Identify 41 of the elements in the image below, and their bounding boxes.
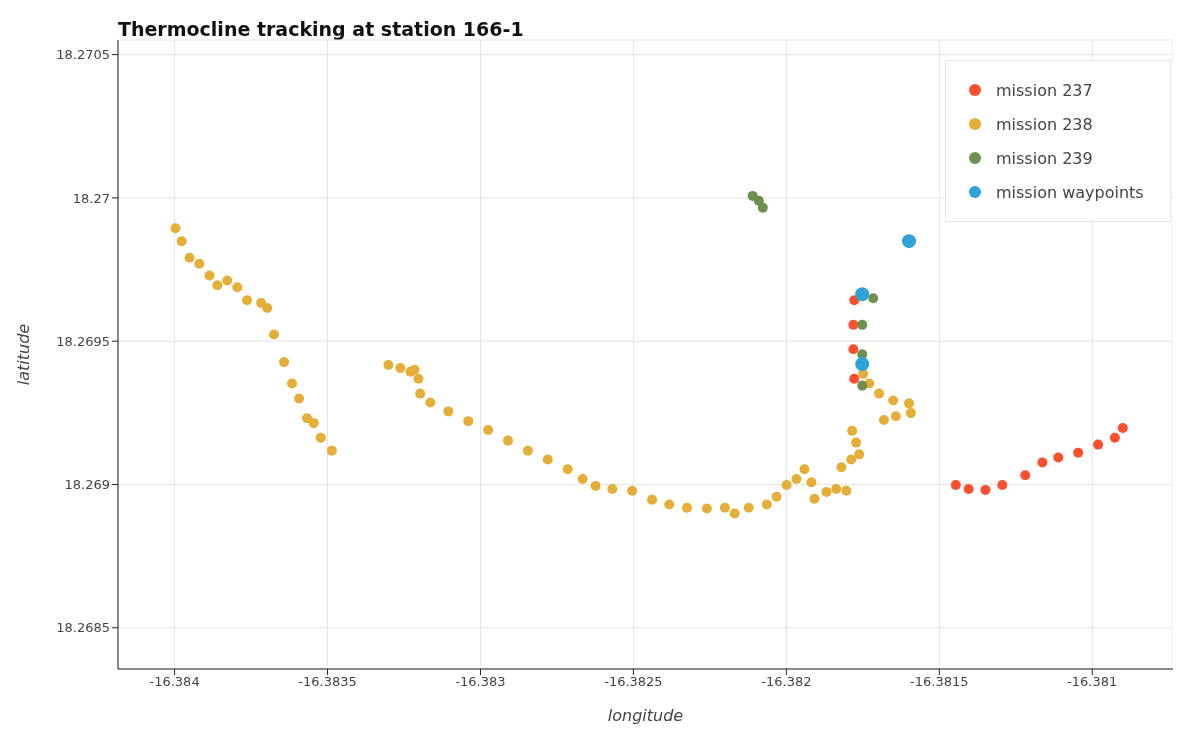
point <box>848 344 859 355</box>
point <box>855 357 870 372</box>
point <box>997 480 1008 491</box>
point <box>848 319 859 330</box>
point <box>868 293 879 304</box>
y-tick-label: 18.2705 <box>56 47 110 63</box>
point <box>1037 457 1048 468</box>
point <box>902 234 917 249</box>
legend-label: mission 239 <box>996 148 1093 168</box>
point <box>1073 447 1084 458</box>
x-tick-label: -16.3825 <box>604 674 663 690</box>
x-tick-label: -16.384 <box>149 674 200 690</box>
point <box>1117 423 1128 433</box>
y-tick-label: 18.2685 <box>56 620 110 636</box>
x-tick-label: -16.3835 <box>298 674 357 690</box>
point <box>1053 452 1064 463</box>
point <box>1093 439 1104 450</box>
point <box>857 380 868 391</box>
point <box>963 484 974 495</box>
point <box>1109 432 1120 443</box>
point <box>849 373 860 384</box>
x-axis-title: longitude <box>607 706 684 725</box>
y-tick-label: 18.269 <box>64 477 110 493</box>
point <box>855 287 870 302</box>
legend-label: mission 237 <box>996 80 1093 100</box>
y-tick-label: 18.2695 <box>56 333 110 349</box>
point <box>950 480 961 491</box>
x-tick-label: -16.381 <box>1067 674 1118 690</box>
x-tick-label: -16.383 <box>455 674 506 690</box>
point <box>1020 470 1031 481</box>
point <box>980 484 991 495</box>
point <box>757 202 768 213</box>
point <box>849 295 860 306</box>
chart-title: Thermocline tracking at station 166-1 <box>118 18 524 40</box>
y-tick-label: 18.27 <box>72 190 110 206</box>
legend-label: mission 238 <box>996 114 1093 134</box>
x-tick-label: -16.3815 <box>910 674 969 690</box>
x-tick-label: -16.382 <box>761 674 812 690</box>
legend-label: mission waypoints <box>996 182 1144 202</box>
point <box>857 319 868 330</box>
y-axis-title: latitude <box>13 323 33 386</box>
